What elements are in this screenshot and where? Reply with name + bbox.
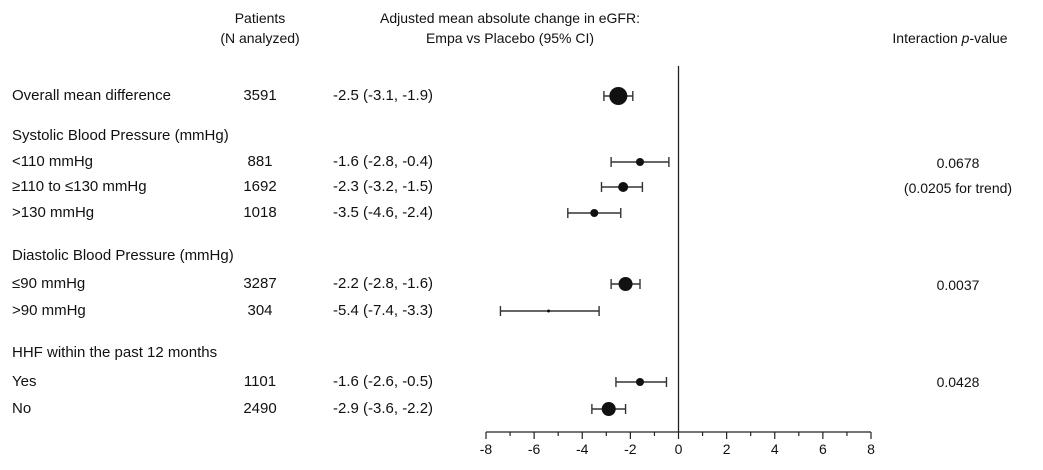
point-estimate [602,402,616,416]
point-estimate [590,209,598,217]
x-tick-label: -2 [624,441,637,457]
point-estimate [609,87,627,105]
x-tick-label: 2 [723,441,731,457]
x-tick-label: 6 [819,441,827,457]
x-tick-label: -6 [528,441,541,457]
x-tick-label: -4 [576,441,589,457]
x-tick-label: 0 [675,441,683,457]
x-tick-label: 4 [771,441,779,457]
point-estimate [636,158,644,166]
point-estimate [618,182,628,192]
x-tick-label: -8 [480,441,493,457]
point-estimate [619,277,633,291]
x-tick-label: 8 [867,441,875,457]
point-estimate [547,310,550,313]
point-estimate [636,378,644,386]
